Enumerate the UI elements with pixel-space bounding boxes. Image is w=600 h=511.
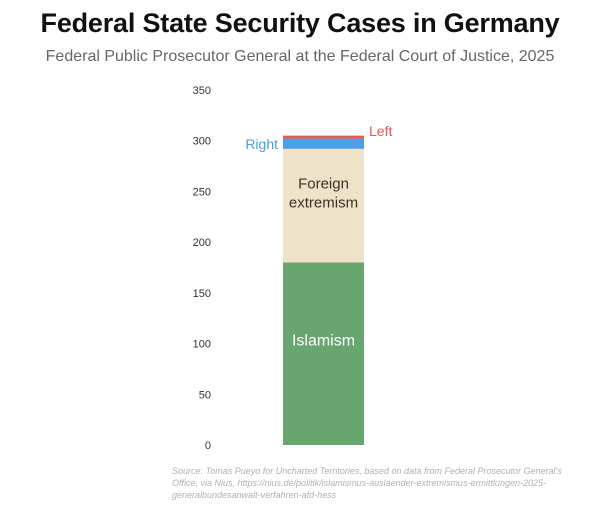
y-tick-label: 150 bbox=[193, 288, 211, 300]
y-tick-label: 300 bbox=[193, 136, 211, 148]
y-tick-label: 100 bbox=[193, 339, 211, 351]
segment-label-foreign-extremism: Foreign bbox=[298, 176, 349, 193]
chart-subtitle: Federal Public Prosecutor General at the… bbox=[45, 48, 555, 65]
y-tick-label: 250 bbox=[193, 186, 211, 198]
y-tick-label: 350 bbox=[193, 85, 211, 97]
y-tick-label: 200 bbox=[193, 237, 211, 249]
bar-segment-left bbox=[283, 135, 364, 139]
bar-segment-foreign-extremism bbox=[283, 148, 364, 263]
chart-title: Federal State Security Cases in Germany bbox=[40, 8, 560, 38]
segment-label-foreign-extremism: extremism bbox=[289, 195, 358, 212]
y-tick-label: 0 bbox=[205, 440, 211, 452]
source-note: Source: Tomas Pueyo for Uncharted Territ… bbox=[172, 466, 562, 500]
segment-label-left: Left bbox=[369, 123, 392, 139]
bar-segment-right bbox=[283, 138, 364, 149]
bar-segment-islamism bbox=[283, 262, 364, 445]
segment-label-islamism: Islamism bbox=[292, 333, 355, 350]
segment-label-right: Right bbox=[245, 136, 278, 152]
y-tick-label: 50 bbox=[199, 389, 211, 401]
